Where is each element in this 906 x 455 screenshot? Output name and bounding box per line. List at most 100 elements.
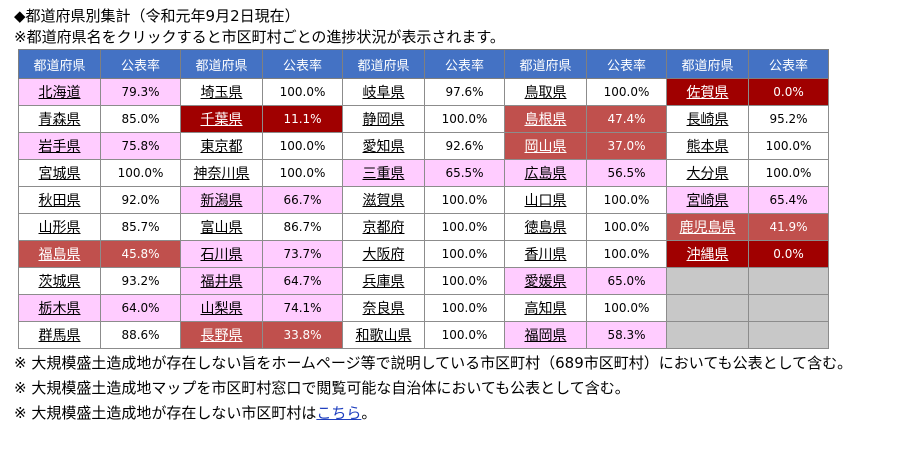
rate-cell: 100.0% — [586, 78, 667, 106]
prefecture-link[interactable]: 埼玉県 — [200, 85, 243, 101]
table-row: 山形県 85.7% 富山県 86.7% 京都府 100.0% 徳島県 100.0% 鹿児島県 41… — [18, 213, 829, 241]
prefecture-link[interactable]: 沖縄県 — [686, 247, 729, 263]
prefecture-link[interactable]: 東京都 — [200, 139, 243, 155]
rate-cell: 65.5% — [424, 159, 505, 187]
prefecture-cell: 秋田県 — [18, 186, 101, 214]
rate-cell: 0.0% — [748, 240, 829, 268]
prefecture-link[interactable]: 奈良県 — [362, 301, 405, 317]
prefecture-cell: 静岡県 — [342, 105, 425, 133]
footnote-2: ※ 大規模盛土造成地マップを市区町村窓口で閲覧可能な自治体においても公表として含… — [14, 379, 630, 397]
rate-cell: 66.7% — [262, 186, 343, 214]
prefecture-link[interactable]: 滋賀県 — [362, 193, 405, 209]
prefecture-link[interactable]: 佐賀県 — [686, 85, 729, 101]
rate-cell: 100.0% — [586, 186, 667, 214]
rate-cell: 56.5% — [586, 159, 667, 187]
prefecture-link[interactable]: 高知県 — [524, 301, 567, 317]
header-prefecture: 都道府県 — [342, 49, 425, 79]
prefecture-link[interactable]: 岐阜県 — [362, 85, 405, 101]
prefecture-link[interactable]: 鹿児島県 — [679, 220, 736, 236]
rate-cell: 100.0% — [262, 132, 343, 160]
rate-cell: 65.0% — [586, 267, 667, 295]
rate-cell: 100.0% — [748, 159, 829, 187]
prefecture-link[interactable]: 茨城県 — [38, 274, 81, 290]
prefecture-cell: 福岡県 — [504, 321, 587, 349]
header-prefecture: 都道府県 — [180, 49, 263, 79]
prefecture-link[interactable]: 兵庫県 — [362, 274, 405, 290]
prefecture-link[interactable]: 大阪府 — [362, 247, 405, 263]
footnotes: ※ 大規模盛土造成地が存在しない旨をホームページ等で説明している市区町村（689… — [14, 351, 906, 426]
rate-cell: 100.0% — [748, 132, 829, 160]
prefecture-link[interactable]: 富山県 — [200, 220, 243, 236]
prefecture-link[interactable]: 山形県 — [38, 220, 81, 236]
header-prefecture: 都道府県 — [666, 49, 749, 79]
prefecture-link[interactable]: 静岡県 — [362, 112, 405, 128]
prefecture-cell: 山梨県 — [180, 294, 263, 322]
prefecture-link[interactable]: 長野県 — [200, 328, 243, 344]
prefecture-cell: 東京都 — [180, 132, 263, 160]
prefecture-link[interactable]: 秋田県 — [38, 193, 81, 209]
header-rate: 公表率 — [748, 49, 829, 79]
empty-cell — [666, 294, 749, 322]
empty-cell — [748, 321, 829, 349]
prefecture-cell: 岩手県 — [18, 132, 101, 160]
header-prefecture: 都道府県 — [18, 49, 101, 79]
prefecture-link[interactable]: 愛知県 — [362, 139, 405, 155]
rate-cell: 100.0% — [424, 240, 505, 268]
prefecture-link[interactable]: 宮崎県 — [686, 193, 729, 209]
prefecture-cell: 鳥取県 — [504, 78, 587, 106]
rate-cell: 100.0% — [586, 294, 667, 322]
prefecture-link[interactable]: 山梨県 — [200, 301, 243, 317]
rate-cell: 93.2% — [100, 267, 181, 295]
prefecture-link[interactable]: 長崎県 — [686, 112, 729, 128]
prefecture-link[interactable]: 大分県 — [686, 166, 729, 182]
prefecture-cell: 香川県 — [504, 240, 587, 268]
prefecture-link[interactable]: 岡山県 — [524, 139, 567, 155]
page-title: ◆都道府県別集計（令和元年9月2日現在） — [14, 7, 300, 25]
header-rate: 公表率 — [424, 49, 505, 79]
rate-cell: 86.7% — [262, 213, 343, 241]
prefecture-link[interactable]: 山口県 — [524, 193, 567, 209]
prefecture-link[interactable]: 香川県 — [524, 247, 567, 263]
prefecture-link[interactable]: 熊本県 — [686, 139, 729, 155]
prefecture-link[interactable]: 島根県 — [524, 112, 567, 128]
prefecture-link[interactable]: 宮城県 — [38, 166, 81, 182]
prefecture-cell: 沖縄県 — [666, 240, 749, 268]
prefecture-cell: 長崎県 — [666, 105, 749, 133]
prefecture-cell: 和歌山県 — [342, 321, 425, 349]
prefecture-cell: 茨城県 — [18, 267, 101, 295]
prefecture-link[interactable]: 愛媛県 — [524, 274, 567, 290]
prefecture-link[interactable]: 三重県 — [362, 166, 405, 182]
prefecture-link[interactable]: 徳島県 — [524, 220, 567, 236]
prefecture-link[interactable]: 京都府 — [362, 220, 405, 236]
prefecture-cell: 兵庫県 — [342, 267, 425, 295]
rate-cell: 64.7% — [262, 267, 343, 295]
prefecture-link[interactable]: 和歌山県 — [355, 328, 412, 344]
prefecture-link[interactable]: 福岡県 — [524, 328, 567, 344]
table-header-row: 都道府県 公表率 都道府県 公表率 都道府県 公表率 都道府県 公表率 都道府県 公表率 — [18, 49, 829, 79]
prefecture-link[interactable]: 群馬県 — [38, 328, 81, 344]
footnote-3-end: 。 — [361, 404, 377, 422]
prefecture-link[interactable]: 岩手県 — [38, 139, 81, 155]
rate-cell: 92.6% — [424, 132, 505, 160]
prefecture-link[interactable]: 広島県 — [524, 166, 567, 182]
prefecture-cell: 鹿児島県 — [666, 213, 749, 241]
prefecture-link[interactable]: 栃木県 — [38, 301, 81, 317]
prefecture-link[interactable]: 千葉県 — [200, 112, 243, 128]
prefecture-link[interactable]: 福井県 — [200, 274, 243, 290]
rate-cell: 74.1% — [262, 294, 343, 322]
table-row: 栃木県 64.0% 山梨県 74.1% 奈良県 100.0% 高知県 100.0% — [18, 294, 829, 322]
table-row: 岩手県 75.8% 東京都 100.0% 愛知県 92.6% 岡山県 37.0% 熊本県 100.… — [18, 132, 829, 160]
empty-cell — [748, 294, 829, 322]
prefecture-link[interactable]: 青森県 — [38, 112, 81, 128]
prefecture-link[interactable]: 新潟県 — [200, 193, 243, 209]
prefecture-link[interactable]: 神奈川県 — [193, 166, 250, 182]
here-link[interactable]: こちら — [316, 404, 362, 422]
rate-cell: 100.0% — [424, 186, 505, 214]
prefecture-link[interactable]: 北海道 — [38, 85, 81, 101]
rate-cell: 100.0% — [424, 321, 505, 349]
prefecture-cell: 富山県 — [180, 213, 263, 241]
prefecture-link[interactable]: 石川県 — [200, 247, 243, 263]
prefecture-table: 都道府県 公表率 都道府県 公表率 都道府県 公表率 都道府県 公表率 都道府県 公表率 北海道 7… — [18, 49, 829, 349]
prefecture-link[interactable]: 鳥取県 — [524, 85, 567, 101]
prefecture-link[interactable]: 福島県 — [38, 247, 81, 263]
